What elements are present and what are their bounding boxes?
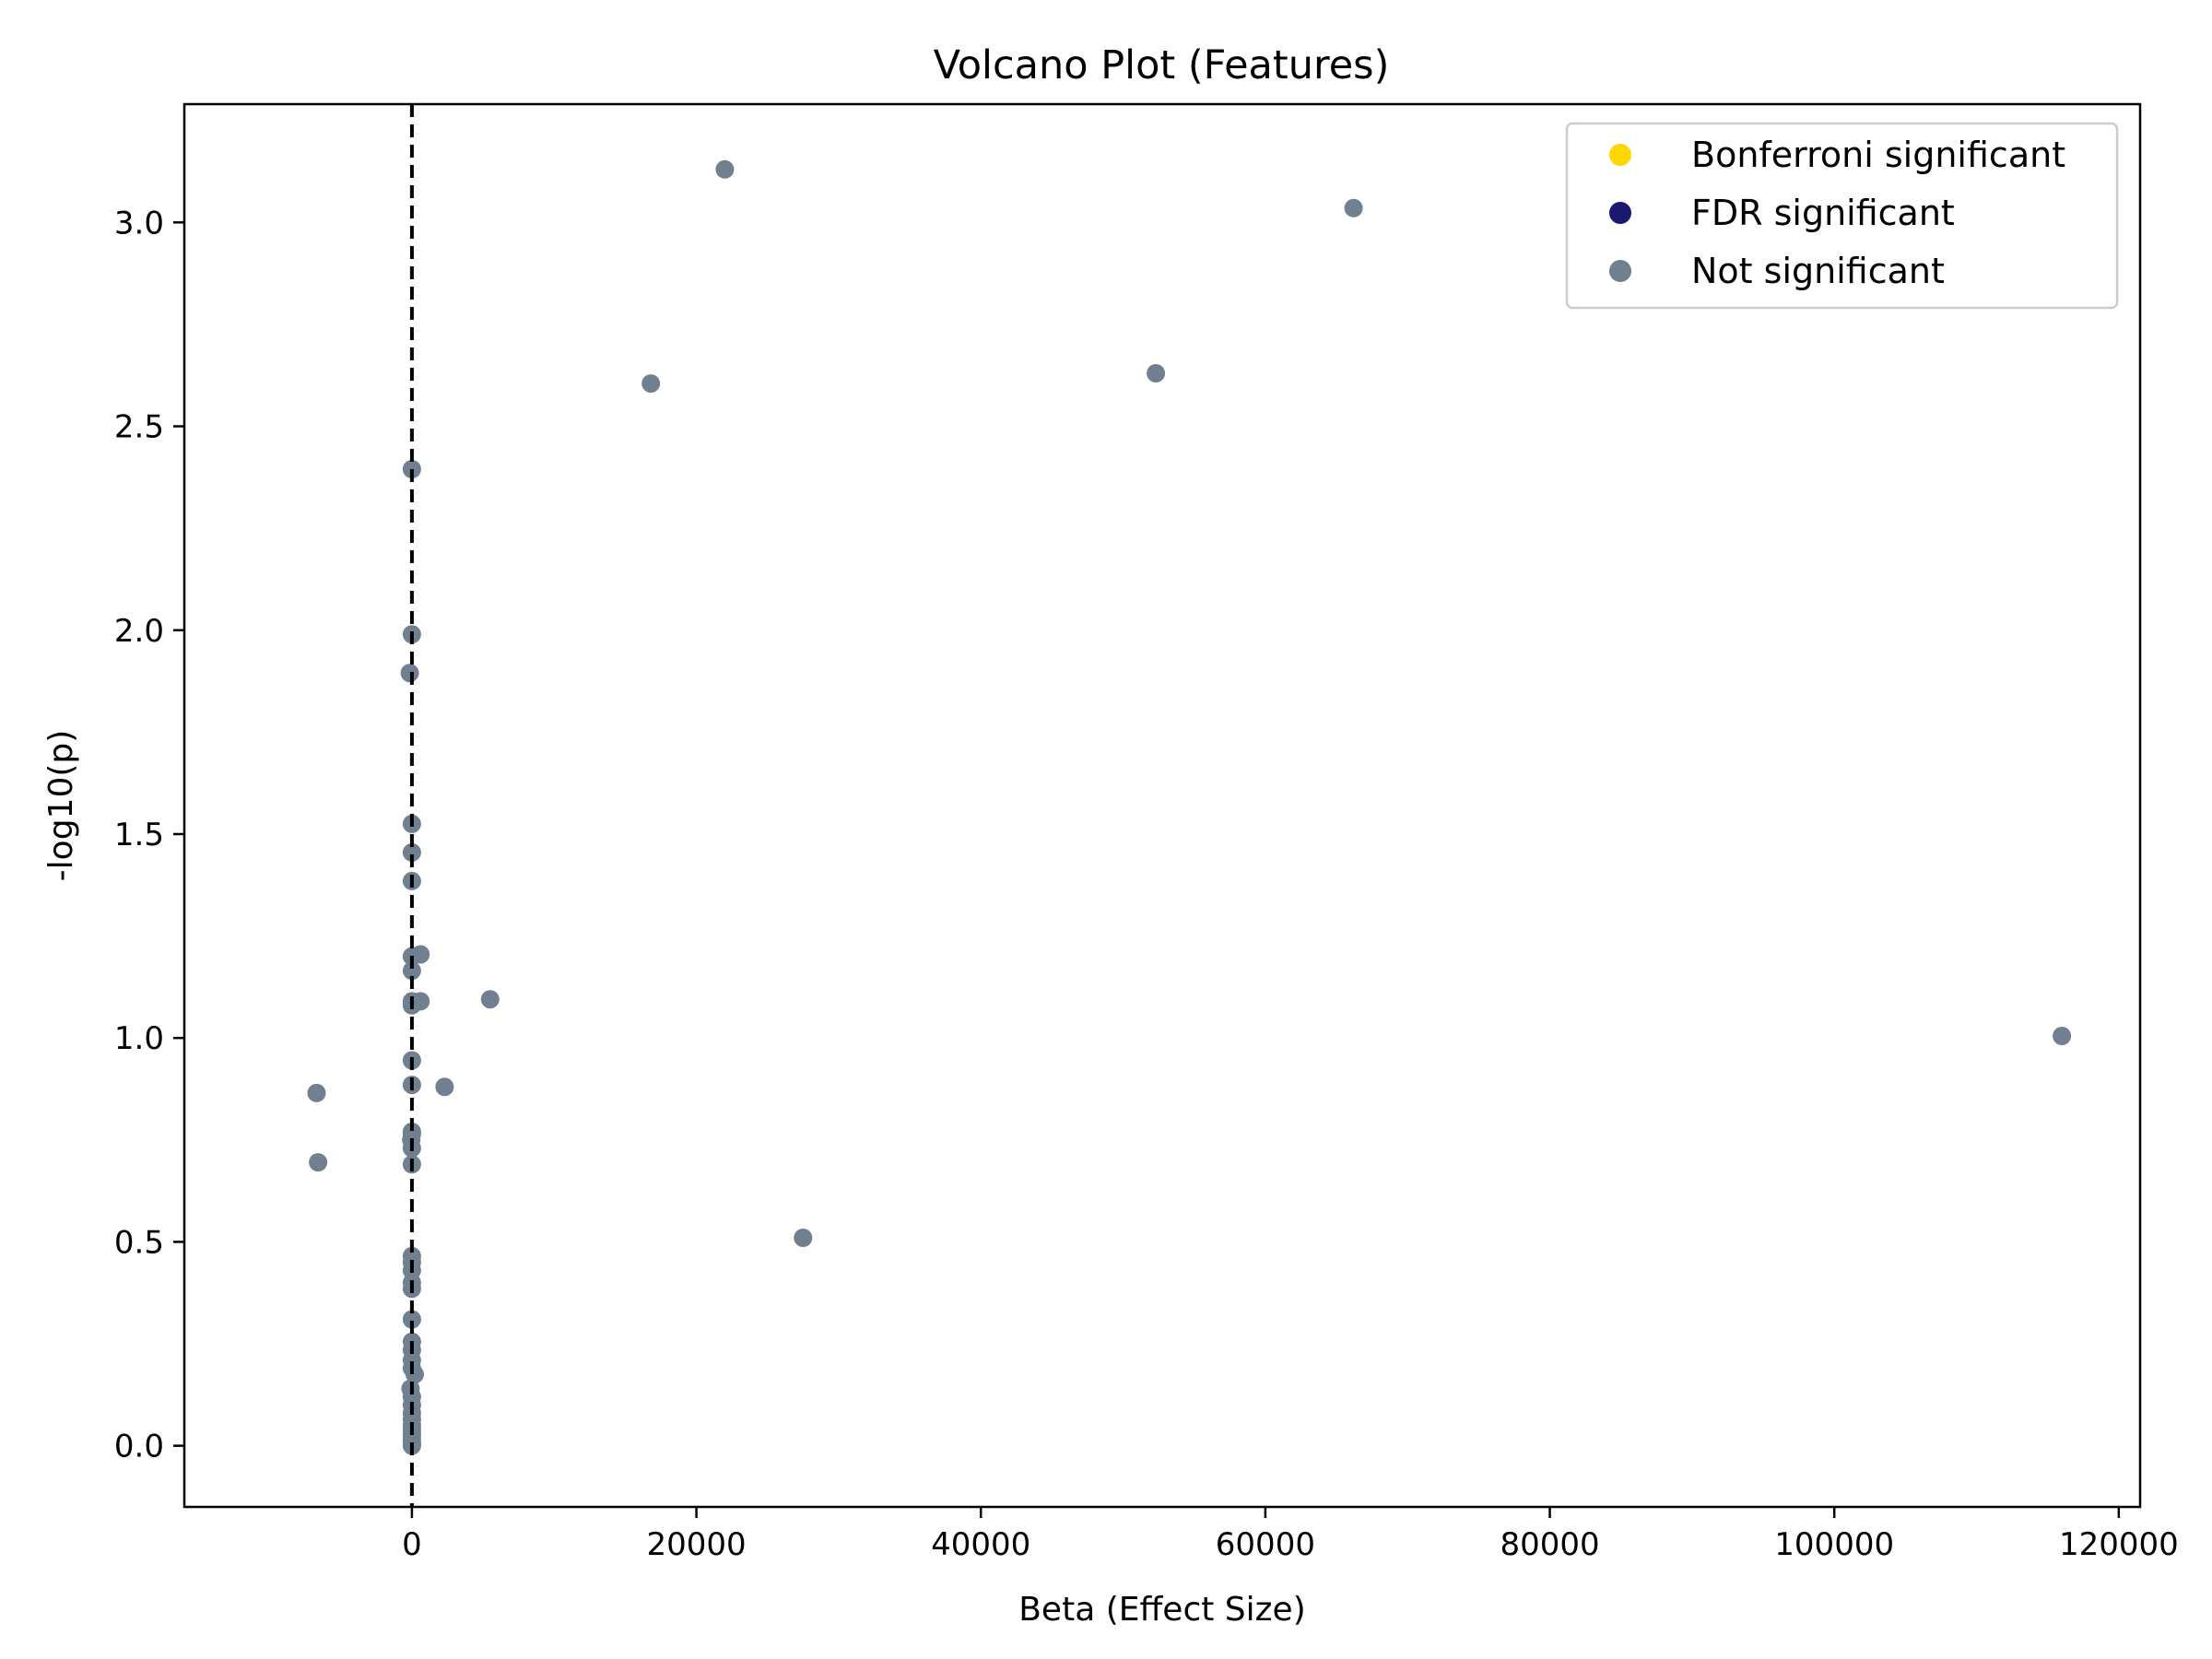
y-tick-label: 2.5 [114,409,164,446]
x-tick-label: 60000 [1216,1526,1315,1563]
data-point [641,374,661,394]
chart-title: Volcano Plot (Features) [934,42,1390,88]
x-tick-label: 0 [402,1526,422,1563]
x-tick-label: 120000 [2059,1526,2179,1563]
legend-entry: FDR significant [1691,193,1955,233]
y-tick-label: 2.0 [114,613,164,650]
legend-marker [1609,260,1631,282]
data-point [402,961,421,981]
y-tick-label: 1.5 [114,817,164,853]
x-tick-label: 20000 [646,1526,746,1563]
legend-box [1565,122,2119,310]
y-tick-label: 0.5 [114,1224,164,1261]
data-point [411,945,430,964]
data-point [794,1229,813,1247]
data-point [402,842,421,862]
y-axis: 0.0 0.5 1.0 1.5 2.0 2.5 3.0 [114,205,184,1465]
data-point [309,1153,328,1172]
legend-marker [1609,144,1631,166]
y-tick-label: 0.0 [114,1429,164,1465]
data-point [2053,1027,2072,1045]
data-point [1344,198,1363,218]
legend-entry: Not significant [1691,251,1945,291]
plot-area [307,104,2072,1507]
data-point [1147,364,1166,382]
legend: Bonferroni significant FDR significant Not… [1565,122,2119,310]
data-point [715,159,735,179]
data-point [402,1310,421,1329]
x-tick-label: 40000 [931,1526,1030,1563]
data-point [307,1083,326,1102]
x-tick-label: 80000 [1500,1526,1599,1563]
x-axis: 0 20000 40000 60000 80000 100000 120000 [402,1507,2179,1563]
y-tick-label: 3.0 [114,205,164,241]
y-tick-label: 1.0 [114,1020,164,1057]
data-point [435,1077,454,1097]
legend-entry: Bonferroni significant [1691,135,2065,175]
x-axis-label: Beta (Effect Size) [1018,1591,1306,1629]
data-point [400,664,419,683]
y-axis-label: -log10(p) [42,730,80,882]
legend-marker [1609,202,1631,224]
plot-frame [182,102,2142,1509]
data-point [480,990,500,1009]
x-tick-label: 100000 [1774,1526,1894,1563]
series-2 [307,159,2072,1455]
data-point [411,992,430,1011]
